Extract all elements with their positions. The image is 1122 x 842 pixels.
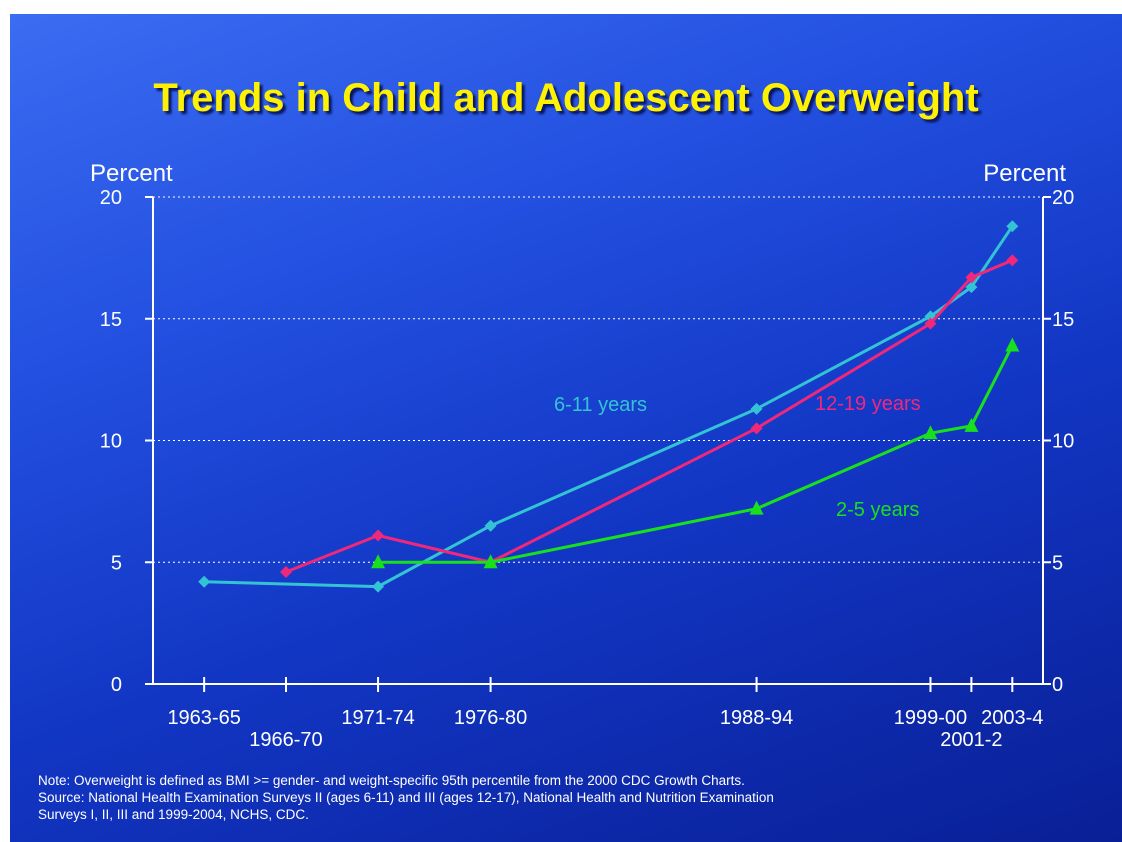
data-point xyxy=(279,565,292,578)
y-tick-label-right: 20 xyxy=(1052,187,1074,209)
series-line xyxy=(285,258,1013,574)
data-point xyxy=(750,422,763,435)
x-tick-label: 1963-65 xyxy=(167,707,240,729)
data-point xyxy=(483,554,498,569)
data-point xyxy=(372,529,385,542)
x-tick-label: 1976-80 xyxy=(454,707,527,729)
x-tick-label: 1971-74 xyxy=(341,707,414,729)
data-point xyxy=(198,575,211,588)
source-line: Source: National Health Examination Surv… xyxy=(38,790,774,805)
data-point xyxy=(965,271,978,284)
data-point xyxy=(750,402,763,415)
series-label: 6-11 years xyxy=(554,394,647,416)
y-tick-label-right: 0 xyxy=(1052,674,1063,696)
data-point xyxy=(1006,220,1019,233)
data-point xyxy=(484,519,497,532)
footnotes: Note: Overweight is defined as BMI >= ge… xyxy=(38,772,1038,823)
x-tick-label: 1999-00 xyxy=(894,707,967,729)
y-tick-label-left: 20 xyxy=(100,187,122,209)
note-line: Note: Overweight is defined as BMI >= ge… xyxy=(38,773,745,788)
x-tick-label: 2001-2 xyxy=(940,729,1002,751)
data-point xyxy=(965,281,978,294)
y-tick-label-left: 5 xyxy=(111,552,122,574)
y-tick-label-left: 0 xyxy=(111,674,122,696)
y-axis-label-right: Percent xyxy=(983,160,1066,187)
slide: Trends in Child and Adolescent Overweigh… xyxy=(10,14,1122,842)
data-point xyxy=(372,580,385,593)
series-label: 12-19 years xyxy=(815,393,921,415)
y-tick-label-left: 10 xyxy=(100,431,122,453)
y-tick-label-right: 15 xyxy=(1052,309,1074,331)
series-label: 2-5 years xyxy=(836,499,919,521)
chart-title: Trends in Child and Adolescent Overweigh… xyxy=(153,76,979,120)
x-tick-label: 1988-94 xyxy=(720,707,793,729)
y-tick-label-right: 10 xyxy=(1052,431,1074,453)
data-point xyxy=(371,554,386,569)
x-tick-label: 1966-70 xyxy=(249,729,322,751)
source-line: Surveys I, II, III and 1999-2004, NCHS, … xyxy=(38,807,309,822)
data-point xyxy=(1006,254,1019,267)
data-point xyxy=(964,417,979,432)
data-point xyxy=(1005,337,1020,352)
x-tick-label: 2003-4 xyxy=(981,707,1043,729)
data-point xyxy=(749,500,764,515)
y-tick-label-right: 5 xyxy=(1052,552,1063,574)
y-axis-label-left: Percent xyxy=(90,160,173,187)
y-tick-label-left: 15 xyxy=(100,309,122,331)
series-line xyxy=(378,344,1014,564)
data-point xyxy=(923,425,938,440)
data-point xyxy=(924,317,937,330)
